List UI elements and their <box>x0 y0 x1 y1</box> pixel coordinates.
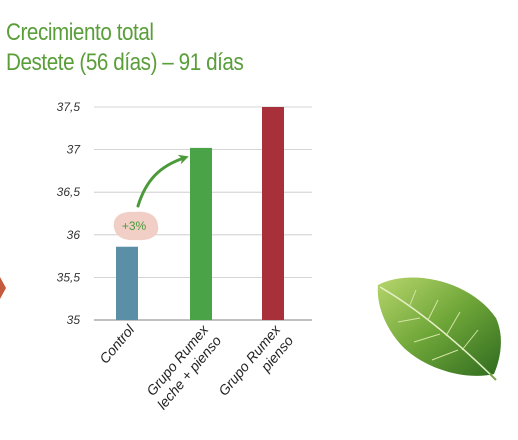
y-tick-label: 36 <box>67 228 81 242</box>
growth-annotation: +3% <box>113 154 189 241</box>
y-axis-tick-labels: 35 35,5 36 36,5 37 37,5 <box>57 100 82 327</box>
bars <box>116 107 284 320</box>
y-tick-label: 37 <box>67 143 82 157</box>
annotation-label: +3% <box>122 219 147 233</box>
bar <box>116 246 138 320</box>
bar <box>190 147 212 320</box>
chart-title: Crecimiento total Destete (56 días) – 91… <box>6 18 282 78</box>
x-axis-label-line: Control <box>96 321 138 367</box>
chevron-right-icon <box>0 277 6 299</box>
x-axis-label: Control <box>96 321 138 367</box>
bar <box>262 107 284 320</box>
y-tick-label: 35,5 <box>57 270 81 284</box>
annotation-arrow <box>136 154 189 208</box>
mint-leaf-image <box>377 277 501 381</box>
y-tick-label: 36,5 <box>57 185 81 199</box>
y-tick-label: 37,5 <box>57 100 81 114</box>
annotation-badge <box>113 211 159 241</box>
y-tick-label: 35 <box>67 313 81 327</box>
title-line-2: Destete (56 días) – 91 días <box>6 49 244 76</box>
title-line-1: Crecimiento total <box>6 19 154 46</box>
